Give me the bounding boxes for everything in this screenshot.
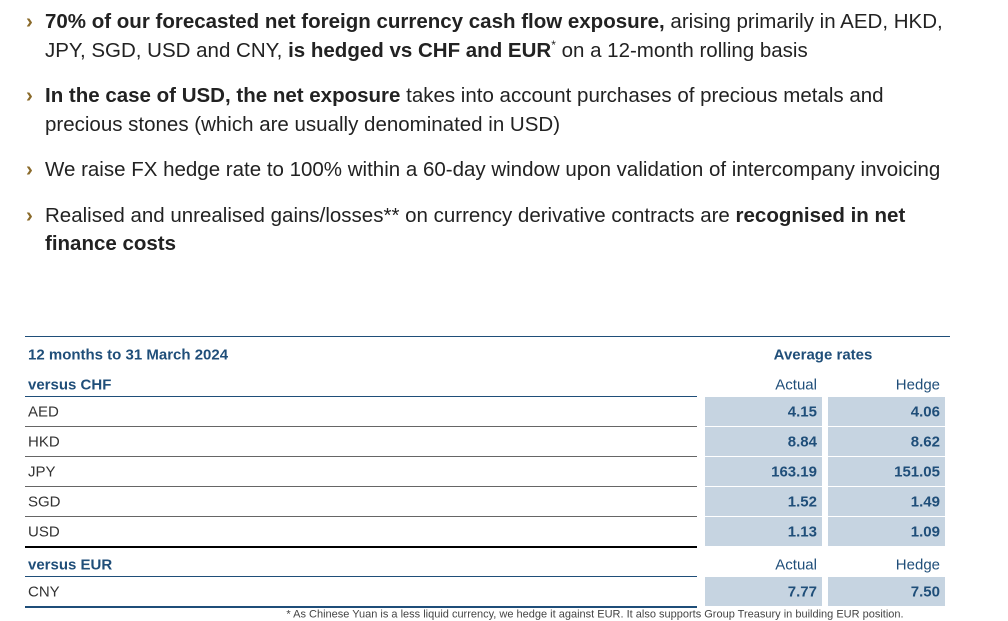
text: Realised and unrealised gains/losses** o… (45, 203, 736, 227)
bullet: In the case of USD, the net exposure tak… (26, 82, 956, 139)
bold-text: is hedged vs CHF and EUR (288, 38, 552, 62)
hedge-rate: 1.09 (910, 523, 940, 541)
rule (25, 456, 697, 457)
row-label: AED (28, 403, 59, 421)
row-label: CNY (28, 583, 60, 601)
cell-shade (828, 457, 945, 486)
hedge-rate: 1.49 (910, 493, 940, 511)
bold-text: 70% of our forecasted net foreign curren… (45, 10, 665, 33)
cell-shade (705, 517, 822, 546)
cell-shade (828, 487, 945, 516)
table-header: Average rates (773, 346, 873, 364)
rule (25, 516, 697, 517)
bullet: We raise FX hedge rate to 100% within a … (26, 156, 956, 185)
column-header: Actual (775, 376, 817, 394)
column-header: Actual (775, 556, 817, 574)
rule (25, 426, 697, 427)
actual-rate: 1.52 (787, 493, 817, 511)
rule (25, 576, 697, 577)
bold-text: In the case of USD, the net exposure (45, 84, 401, 107)
cell-shade (828, 517, 945, 546)
footnote: * As Chinese Yuan is a less liquid curre… (286, 608, 904, 621)
text: takes into account purchases of precious… (45, 84, 884, 136)
bullet: 70% of our forecasted net foreign curren… (26, 8, 956, 65)
column-header: Hedge (895, 556, 940, 574)
row-label: HKD (28, 433, 60, 451)
text: arising primarily in AED, HKD, JPY, SGD,… (45, 10, 943, 62)
text: on a 12-month rolling basis (555, 38, 808, 62)
hedge-rate: 8.62 (910, 433, 940, 451)
bullet-list: 70% of our forecasted net foreign curren… (26, 8, 956, 276)
rule (25, 336, 950, 337)
rule (25, 486, 697, 487)
cell-shade (828, 427, 945, 456)
rule (25, 396, 697, 397)
section-label: versus CHF (28, 376, 112, 394)
bullet: Realised and unrealised gains/losses** o… (26, 202, 956, 259)
cell-shade (828, 397, 945, 426)
hedge-rate: 151.05 (894, 463, 940, 481)
rule (25, 546, 697, 548)
cell-shade (705, 427, 822, 456)
hedge-rate: 7.50 (910, 583, 940, 601)
cell-shade (705, 487, 822, 516)
hedge-rate: 4.06 (910, 403, 940, 421)
actual-rate: 4.15 (787, 403, 817, 421)
text: * (551, 37, 556, 52)
bold-text: recognised in net finance costs (45, 203, 906, 256)
text: We raise FX hedge rate to 100% within a … (45, 158, 941, 181)
row-label: JPY (28, 463, 56, 481)
cell-shade (828, 577, 945, 606)
rule (25, 606, 697, 608)
actual-rate: 7.77 (787, 583, 817, 601)
actual-rate: 8.84 (787, 433, 817, 451)
cell-shade (705, 457, 822, 486)
section-label: versus EUR (28, 556, 113, 574)
cell-shade (705, 397, 822, 426)
table-title: 12 months to 31 March 2024 (28, 346, 229, 364)
row-label: USD (28, 523, 60, 541)
column-header: Hedge (895, 376, 940, 394)
row-label: SGD (28, 493, 61, 511)
actual-rate: 163.19 (771, 463, 817, 481)
cell-shade (705, 577, 822, 606)
actual-rate: 1.13 (787, 523, 817, 541)
